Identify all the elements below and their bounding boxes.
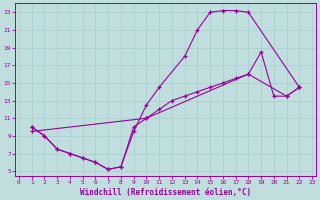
X-axis label: Windchill (Refroidissement éolien,°C): Windchill (Refroidissement éolien,°C) [80,188,251,197]
